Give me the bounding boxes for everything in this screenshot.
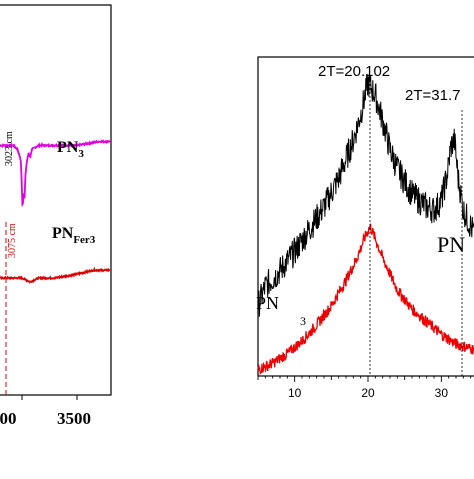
series-label-pnfer3: PNFer3 xyxy=(52,225,96,246)
series-label-pn3: PN3 xyxy=(57,139,84,160)
xrd-series-red xyxy=(257,223,474,376)
ir-series-pn3 xyxy=(0,139,111,208)
ir-plot-frame xyxy=(0,4,112,396)
ir-spectrum-panel: 00 3500 3023 cm 3075 cm PN3 PNFer3 xyxy=(0,4,112,428)
ir-series-pnfer3 xyxy=(0,266,111,284)
peak-label-31: 2T=31.7 xyxy=(405,87,460,104)
peak-label-20: 2T=20.102 xyxy=(318,63,390,80)
x-tick-label: 3500 xyxy=(57,409,91,428)
x-tick-label: 00 xyxy=(0,409,17,428)
annotation-3075: 3075 cm xyxy=(7,223,18,258)
series-label-subscript: 3 xyxy=(300,314,306,328)
series-label-pn-black: PN xyxy=(437,232,465,257)
series-label-pn-left: PN xyxy=(256,293,279,313)
x-tick-label: 30 xyxy=(435,386,449,400)
x-tick-label: 20 xyxy=(361,386,375,400)
annotation-3023: 3023 cm xyxy=(4,131,15,166)
x-tick-label: 10 xyxy=(288,386,302,400)
xrd-series-black xyxy=(257,73,474,317)
xrd-pattern-panel: 10 20 30 2T=20.102 2T=31.7 PN PN 3 xyxy=(256,56,474,400)
